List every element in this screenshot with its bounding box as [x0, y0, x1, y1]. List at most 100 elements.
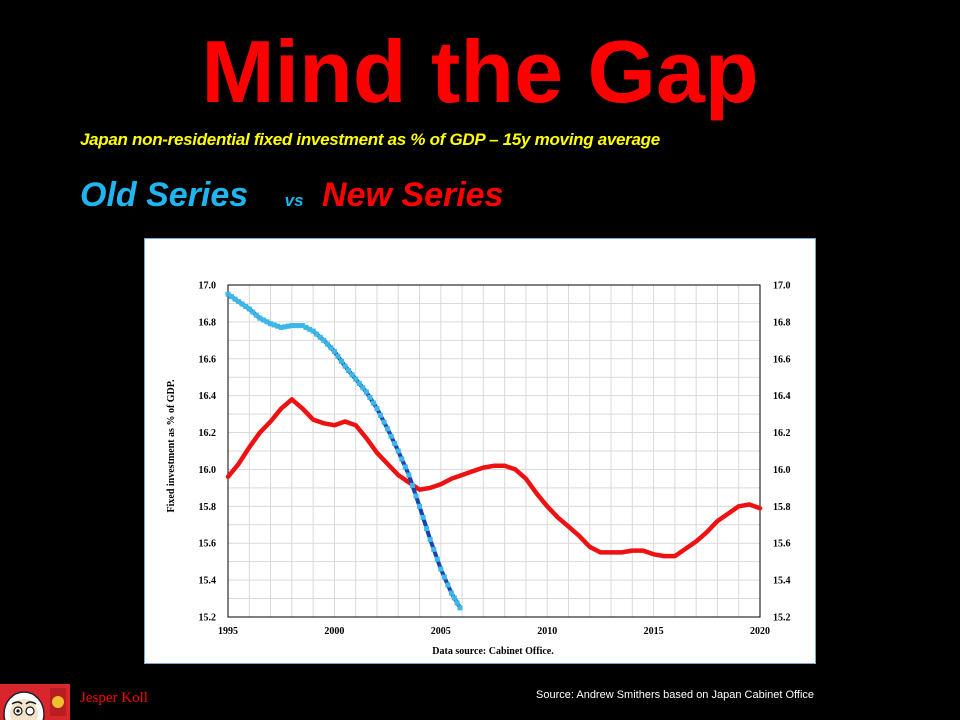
- y-tick-label-right: 15.4: [773, 576, 791, 587]
- old-series-marker: [275, 323, 281, 329]
- old-series-marker: [246, 306, 252, 312]
- new-series-label: New Series: [322, 176, 504, 214]
- x-axis-label: Data source: Cabinet Office.: [432, 646, 554, 657]
- slide-subtitle: Japan non-residential fixed investment a…: [80, 130, 660, 149]
- y-tick-label-left: 15.6: [199, 539, 217, 550]
- x-tick-label: 1995: [218, 626, 238, 637]
- old-series-marker: [381, 419, 387, 425]
- old-series-marker: [239, 301, 245, 307]
- old-series-marker: [243, 304, 249, 310]
- y-tick-label-left: 15.2: [199, 613, 217, 624]
- old-series-marker: [356, 380, 362, 386]
- y-tick-label-right: 16.8: [773, 317, 791, 328]
- y-tick-label-right: 16.0: [773, 465, 791, 476]
- old-series-marker: [342, 363, 348, 369]
- old-series-marker: [388, 433, 394, 439]
- old-series-label: Old Series: [80, 176, 249, 214]
- line-chart: 17.0 16.8 16.6 16.4 16.2 16.0 15.8 15.6 15.4 15.2…: [166, 281, 791, 658]
- old-series-marker: [346, 367, 352, 373]
- old-series-marker: [457, 605, 463, 611]
- old-series-marker: [338, 358, 344, 364]
- old-series-marker: [374, 406, 380, 412]
- old-series-marker: [321, 337, 327, 343]
- plot-frame: [227, 284, 761, 618]
- old-series-marker: [353, 376, 359, 382]
- old-series-marker: [335, 353, 341, 359]
- y-tick-label-left: 16.6: [199, 354, 217, 365]
- old-series-marker: [328, 345, 334, 351]
- old-series-marker: [413, 493, 419, 499]
- y-axis-label: Fixed investment as % of GDP.: [166, 379, 177, 512]
- old-series-marker: [349, 372, 355, 378]
- old-series-marker: [260, 317, 266, 323]
- old-series-marker: [434, 556, 440, 562]
- old-series-marker: [285, 323, 291, 329]
- old-series-marker: [451, 595, 457, 601]
- old-series-marker: [229, 294, 235, 300]
- old-series-marker: [268, 321, 274, 327]
- old-series-marker: [225, 291, 231, 297]
- y-tick-label-left: 16.2: [199, 428, 217, 439]
- old-series-marker: [299, 323, 305, 329]
- old-series-marker: [448, 590, 454, 596]
- old-series-marker: [417, 503, 423, 509]
- old-series-marker: [367, 395, 373, 401]
- old-series-marker: [310, 328, 316, 334]
- y-tick-label-right: 15.6: [773, 539, 791, 550]
- y-tick-label-right: 16.6: [773, 354, 791, 365]
- old-series-marker: [420, 514, 426, 520]
- y-tick-label-right: 16.2: [773, 428, 791, 439]
- x-tick-label: 2020: [750, 626, 770, 637]
- x-tick-label: 2005: [431, 626, 451, 637]
- old-series-marker: [395, 448, 401, 454]
- old-series-marker: [289, 323, 295, 329]
- y-tick-label-right: 15.8: [773, 502, 791, 513]
- source-note: Source: Andrew Smithers based on Japan C…: [536, 689, 815, 701]
- old-series-marker: [296, 323, 302, 329]
- slide-title: Mind the Gap: [201, 22, 759, 121]
- old-series-marker: [438, 566, 444, 572]
- chart-grid: [227, 284, 761, 618]
- chart-panel: 17.0 16.8 16.6 16.4 16.2 16.0 15.8 15.6 15.4 15.2…: [144, 238, 816, 664]
- old-series-marker: [307, 326, 313, 332]
- series-layer: [225, 291, 763, 611]
- author-name: Jesper Koll: [80, 690, 148, 706]
- old-series-marker: [271, 322, 277, 328]
- old-series-marker: [431, 546, 437, 552]
- old-series-marker: [427, 537, 433, 543]
- old-series-marker: [409, 482, 415, 488]
- daruma-logo: [0, 684, 70, 720]
- vs-label: vs: [284, 191, 304, 210]
- x-tick-label: 2010: [537, 626, 557, 637]
- old-series-marker: [317, 334, 323, 340]
- x-ticks: 1995 2000 2005 2010 2015 2020: [218, 626, 770, 637]
- old-series-marker: [406, 472, 412, 478]
- old-series-marker: [454, 600, 460, 606]
- old-series-marker: [378, 412, 384, 418]
- y-tick-label-left: 16.0: [199, 465, 217, 476]
- old-series-marker: [363, 389, 369, 395]
- old-series-marker: [282, 324, 288, 330]
- old-series-marker: [253, 312, 259, 318]
- old-series-marker: [399, 456, 405, 462]
- y-tick-label-left: 17.0: [199, 281, 217, 292]
- new-series-line: [225, 397, 763, 559]
- old-series-marker: [314, 331, 320, 337]
- y-ticks-right: 17.0 16.8 16.6 16.4 16.2 16.0 15.8 15.6 15.4 15.2: [773, 281, 791, 624]
- old-series-marker: [232, 296, 238, 302]
- y-tick-label-left: 15.4: [199, 576, 217, 587]
- old-series-marker: [257, 315, 263, 321]
- old-series-marker: [402, 464, 408, 470]
- old-series-marker: [250, 309, 256, 315]
- old-series-marker: [385, 426, 391, 432]
- x-tick-label: 2000: [324, 626, 344, 637]
- x-tick-label: 2015: [644, 626, 664, 637]
- old-series-marker: [264, 319, 270, 325]
- old-series-marker: [303, 324, 309, 330]
- y-tick-label-right: 17.0: [773, 281, 791, 292]
- y-ticks-left: 17.0 16.8 16.6 16.4 16.2 16.0 15.8 15.6 15.4 15.2: [199, 281, 217, 624]
- old-series-marker: [324, 341, 330, 347]
- y-tick-label-right: 15.2: [773, 613, 791, 624]
- old-series-marker: [370, 400, 376, 406]
- old-series-marker: [236, 299, 242, 305]
